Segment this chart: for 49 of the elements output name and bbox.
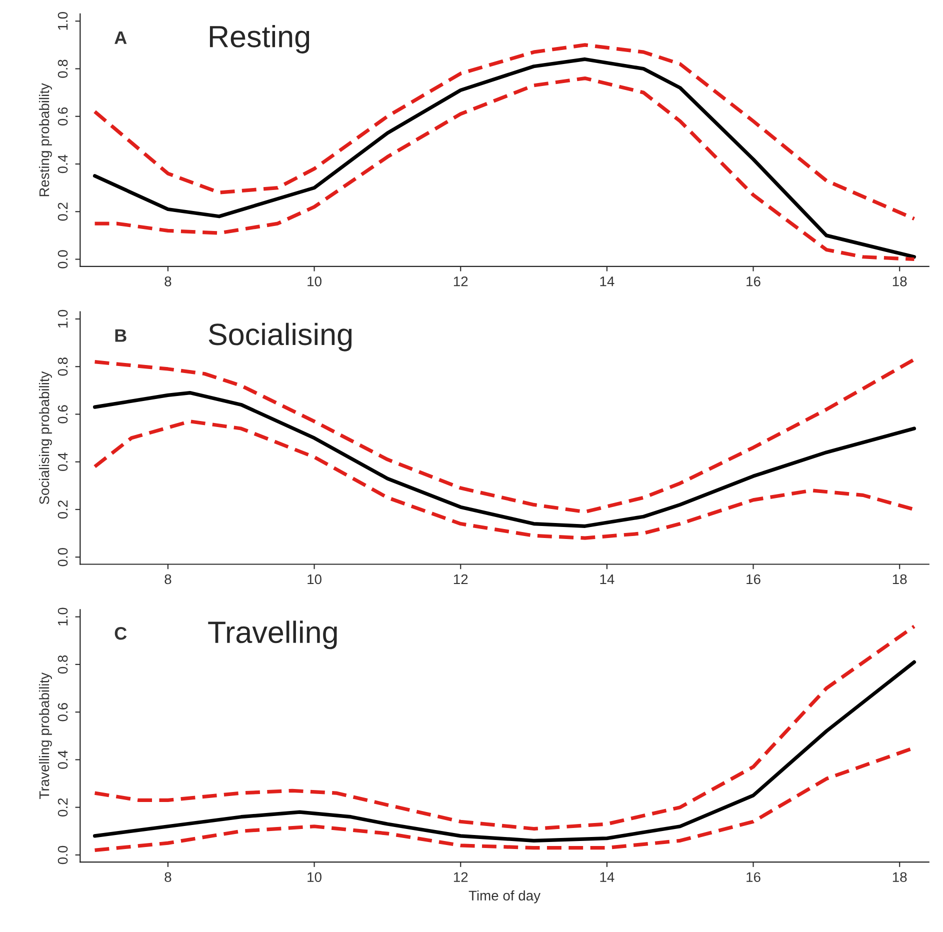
annotation: A [114,31,127,44]
y-tick-label: 0.4 [58,452,68,471]
x-tick-label: 14 [600,276,614,286]
y-tick-label: 0.0 [58,846,68,864]
line-series [92,390,916,528]
x-tick-label: 18 [892,276,907,286]
y-axis-title: Travelling probability [38,672,52,799]
y-tick-label: 0.8 [58,655,68,674]
y-tick-label: 0.6 [58,405,68,424]
y-tick-label: 0.4 [58,750,68,769]
y-tick-label: 0.6 [58,107,68,126]
x-tick-label: 16 [746,872,760,882]
x-tick-label: 14 [600,574,614,584]
y-tick-label: 0.2 [58,500,68,519]
x-tick-label: 12 [454,574,468,584]
x-tick-label: 18 [892,872,907,882]
x-tick-label: 16 [746,276,760,286]
chart-title: Socialising [208,322,352,352]
y-tick-label: 1.0 [58,12,68,30]
x-tick-label: 8 [164,276,172,286]
x-tick-label: 16 [746,574,760,584]
chart-title: Resting [210,24,310,54]
y-tick-label: 0.8 [58,358,68,376]
x-tick-label: 10 [308,276,322,286]
y-tick-label: 0.0 [58,548,68,566]
line-series [92,358,916,514]
y-tick-label: 0.4 [58,154,68,174]
annotation: B [115,329,126,342]
y-axis-title: Resting probability [38,83,52,196]
y-tick-label: 0.2 [58,798,68,816]
annotation: C [114,626,127,640]
y-tick-label: 0.0 [58,250,68,268]
x-tick-label: 8 [164,574,172,584]
y-tick-label: 1.0 [58,310,68,328]
y-tick-label: 0.2 [58,202,68,221]
x-axis-title: Time of day [468,890,540,904]
x-tick-label: 10 [308,574,322,584]
x-tick-label: 8 [164,872,172,882]
y-tick-label: 0.6 [58,703,68,722]
line-series [92,660,916,842]
x-tick-label: 18 [892,574,907,584]
chart-title: Travelling [208,620,337,650]
x-tick-label: 12 [454,276,468,286]
y-tick-label: 0.8 [58,60,68,78]
y-axis-title: Socialising probability [38,371,52,504]
x-tick-label: 12 [454,872,468,882]
x-tick-label: 14 [600,872,614,882]
x-tick-label: 10 [308,872,322,882]
y-tick-label: 1.0 [58,608,68,626]
